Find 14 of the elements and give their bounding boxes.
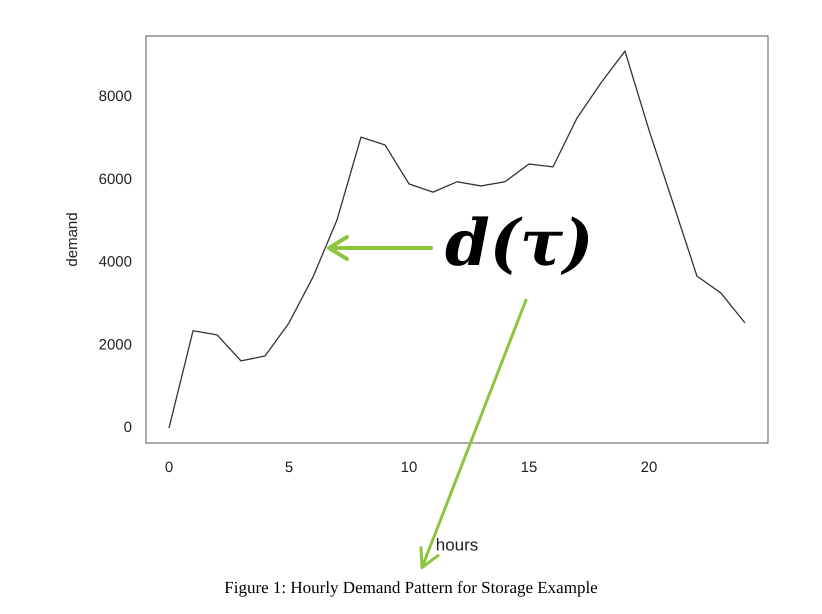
y-tick-label: 2000 (98, 336, 132, 354)
y-tick-label: 4000 (98, 254, 132, 271)
x-axis-title: hours (436, 535, 478, 554)
y-tick-label: 0 (124, 419, 132, 436)
x-tick-label: 20 (640, 459, 658, 476)
y-tick-label: 8000 (98, 88, 132, 106)
y-axis-title: demand (64, 212, 82, 267)
x-tick-label: 10 (400, 459, 418, 476)
x-tick-label: 0 (164, 459, 174, 476)
caption: Figure 1: Hourly Demand Pattern for Storage Example (223, 578, 599, 598)
y-tick-label: 6000 (98, 170, 132, 188)
annotation: d(τ) (445, 206, 594, 282)
x-tick-label: 5 (284, 459, 294, 476)
x-tick-label: 15 (520, 459, 538, 476)
